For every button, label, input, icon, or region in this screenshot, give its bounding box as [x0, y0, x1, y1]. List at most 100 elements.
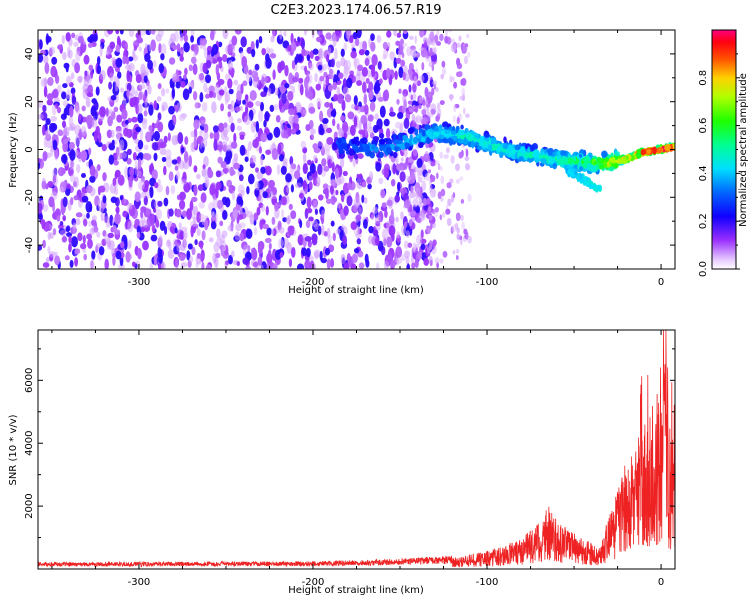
heatmap-cell: [128, 30, 135, 38]
colorbar-ticks: 0.0 0.2 0.4 0.6 0.8: [698, 53, 740, 277]
heatmap-cell: [567, 169, 571, 175]
heatmap-cell: [236, 261, 240, 267]
heatmap-cell: [337, 202, 341, 209]
heatmap-cell: [66, 183, 71, 190]
heatmap-cell: [379, 105, 386, 118]
heatmap-cell: [280, 165, 287, 176]
heatmap-cell: [157, 112, 162, 121]
heatmap-cell: [279, 60, 286, 71]
heatmap-cell: [181, 210, 187, 218]
heatmap-cell: [52, 139, 58, 151]
heatmap-cell: [393, 139, 400, 145]
heatmap-cell: [345, 30, 351, 40]
heatmap-cell: [395, 40, 401, 46]
heatmap-cell: [394, 121, 402, 129]
heatmap-cell: [200, 252, 205, 263]
heatmap-cell: [200, 119, 206, 127]
heatmap-cell: [242, 80, 248, 87]
heatmap-cell: [109, 72, 114, 82]
heatmap-cell: [112, 225, 117, 233]
heatmap-cell: [297, 54, 303, 63]
heatmap-cell: [445, 147, 450, 154]
heatmap-cell: [596, 156, 602, 164]
heatmap-cell: [377, 96, 384, 103]
heatmap-cell: [311, 237, 318, 246]
heatmap-cell: [239, 144, 246, 156]
heatmap-cell: [314, 55, 320, 62]
heatmap-cell: [439, 33, 444, 42]
heatmap-cell: [47, 245, 51, 254]
heatmap-cell: [338, 149, 345, 154]
heatmap-cell: [390, 208, 394, 221]
heatmap-cell: [400, 211, 404, 220]
heatmap-cell: [325, 148, 330, 156]
heatmap-cell: [108, 154, 115, 165]
heatmap-cell: [330, 109, 337, 117]
heatmap-cell: [411, 50, 417, 59]
heatmap-cell: [140, 191, 147, 199]
heatmap-cell: [156, 96, 162, 102]
heatmap-cell: [238, 174, 244, 182]
heatmap-cell: [85, 201, 93, 213]
heatmap-cell: [182, 160, 190, 170]
heatmap-cell: [407, 158, 413, 163]
heatmap-cell: [203, 130, 209, 141]
heatmap-cell: [285, 216, 292, 224]
heatmap-cell: [165, 185, 170, 196]
heatmap-cell: [134, 160, 138, 170]
heatmap-cell: [317, 140, 323, 147]
heatmap-cell: [242, 99, 246, 105]
heatmap-cell: [340, 56, 346, 67]
heatmap-cell: [410, 210, 416, 217]
heatmap-cell: [237, 184, 245, 195]
x-tick-label: -100: [476, 277, 499, 288]
x-tick-label: -200: [302, 277, 325, 288]
heatmap-cell: [507, 144, 514, 152]
heatmap-cell: [449, 75, 453, 83]
heatmap-cell: [239, 105, 243, 111]
heatmap-cell: [260, 73, 268, 85]
heatmap-cell: [187, 243, 193, 250]
heatmap-cell: [456, 232, 460, 240]
heatmap-cell: [183, 151, 189, 164]
heatmap-cell: [47, 180, 54, 188]
heatmap-cell: [190, 225, 194, 238]
heatmap-cell: [41, 180, 47, 190]
heatmap-cell: [421, 129, 426, 137]
heatmap-cell: [269, 104, 275, 113]
heatmap-cell: [343, 205, 349, 217]
heatmap-cell: [371, 54, 378, 66]
heatmap-cell: [353, 115, 358, 128]
heatmap-cell: [69, 123, 76, 130]
heatmap-cell: [357, 153, 364, 160]
heatmap-cell: [223, 85, 228, 96]
heatmap-cell: [535, 158, 540, 163]
heatmap-cell: [54, 150, 59, 161]
heatmap-cell: [420, 117, 423, 124]
heatmap-cell: [194, 239, 198, 246]
heatmap-cell: [310, 127, 315, 140]
heatmap-cell: [299, 219, 303, 229]
heatmap-cell: [81, 105, 86, 112]
heatmap-cell: [89, 258, 95, 269]
heatmap-cell: [354, 38, 360, 47]
heatmap-cell: [113, 106, 119, 113]
heatmap-cell: [325, 187, 329, 200]
heatmap-cell: [518, 156, 524, 161]
heatmap-cell: [401, 143, 406, 151]
heatmap-cell: [326, 136, 334, 145]
heatmap-cell: [332, 142, 339, 151]
heatmap-cell: [463, 55, 469, 65]
heatmap-cell: [450, 135, 458, 140]
heatmap-cell: [314, 208, 318, 215]
heatmap-cell: [215, 64, 219, 76]
heatmap-cell: [170, 184, 176, 195]
heatmap-cell: [82, 234, 86, 245]
heatmap-cell: [110, 129, 115, 138]
heatmap-cell: [614, 151, 620, 157]
heatmap-cell: [419, 74, 425, 83]
heatmap-cell: [278, 226, 285, 234]
heatmap-cell: [203, 82, 208, 93]
heatmap-cell: [211, 101, 217, 114]
heatmap-cell: [419, 191, 423, 198]
